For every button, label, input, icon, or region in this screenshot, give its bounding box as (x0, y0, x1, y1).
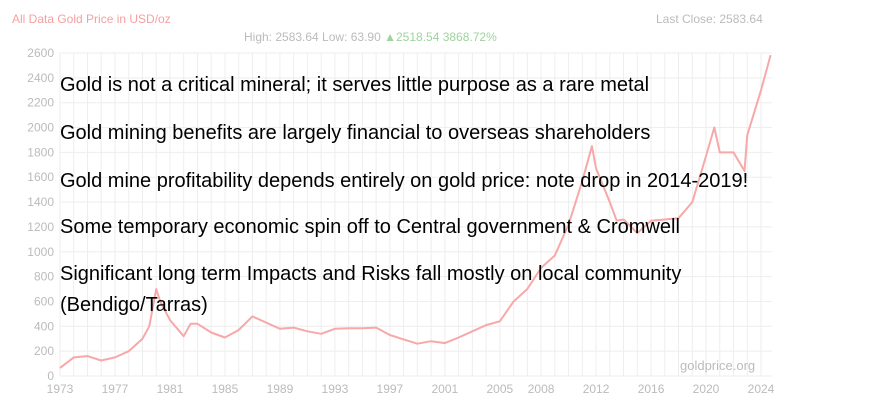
x-tick-label: 2016 (638, 382, 665, 396)
y-tick-label: 0 (47, 369, 54, 383)
x-tick-label: 2024 (748, 382, 775, 396)
overlay-line-1: Gold is not a critical mineral; it serve… (60, 74, 650, 96)
y-tick-label: 1200 (27, 220, 54, 234)
y-tick-label: 2400 (27, 71, 54, 85)
stats: High: 2583.64 Low: 63.90 ▲2518.54 3868.7… (244, 30, 497, 44)
x-tick-label: 2020 (693, 382, 720, 396)
watermark: goldprice.org (680, 358, 756, 373)
chart-title: All Data Gold Price in USD/oz (12, 12, 171, 26)
y-tick-label: 400 (34, 319, 54, 333)
y-tick-label: 800 (34, 270, 54, 284)
x-tick-label: 1985 (212, 382, 239, 396)
y-tick-label: 200 (34, 344, 54, 358)
y-tick-label: 1000 (27, 245, 54, 259)
overlay-line-5: Significant long term Impacts and Risks … (60, 263, 682, 285)
x-tick-label: 2005 (486, 382, 513, 396)
x-tick-label: 2012 (583, 382, 610, 396)
y-tick-label: 2200 (27, 96, 54, 110)
y-tick-label: 600 (34, 294, 54, 308)
y-tick-label: 2600 (27, 46, 54, 60)
price-line (59, 54, 772, 369)
x-tick-label: 1973 (47, 382, 74, 396)
x-tick-label: 2008 (528, 382, 555, 396)
overlay-line-2: Gold mining benefits are largely financi… (60, 122, 651, 144)
x-tick-label: 1997 (377, 382, 404, 396)
x-tick-label: 2001 (432, 382, 459, 396)
y-tick-label: 1600 (27, 170, 54, 184)
x-tick-label: 1981 (157, 382, 184, 396)
overlay-line-6: (Bendigo/Tarras) (60, 294, 208, 316)
x-tick-label: 1989 (267, 382, 294, 396)
last-close: Last Close: 2583.64 (656, 12, 763, 26)
y-tick-label: 1400 (27, 195, 54, 209)
y-tick-label: 2000 (27, 121, 54, 135)
high-low: High: 2583.64 Low: 63.90 (244, 30, 381, 44)
change: ▲2518.54 3868.72% (384, 30, 497, 44)
x-tick-label: 1993 (322, 382, 349, 396)
overlay-line-4: Some temporary economic spin off to Cent… (60, 216, 680, 238)
overlay-line-3: Gold mine profitability depends entirely… (60, 170, 749, 192)
x-tick-label: 1977 (102, 382, 129, 396)
y-tick-label: 1800 (27, 145, 54, 159)
